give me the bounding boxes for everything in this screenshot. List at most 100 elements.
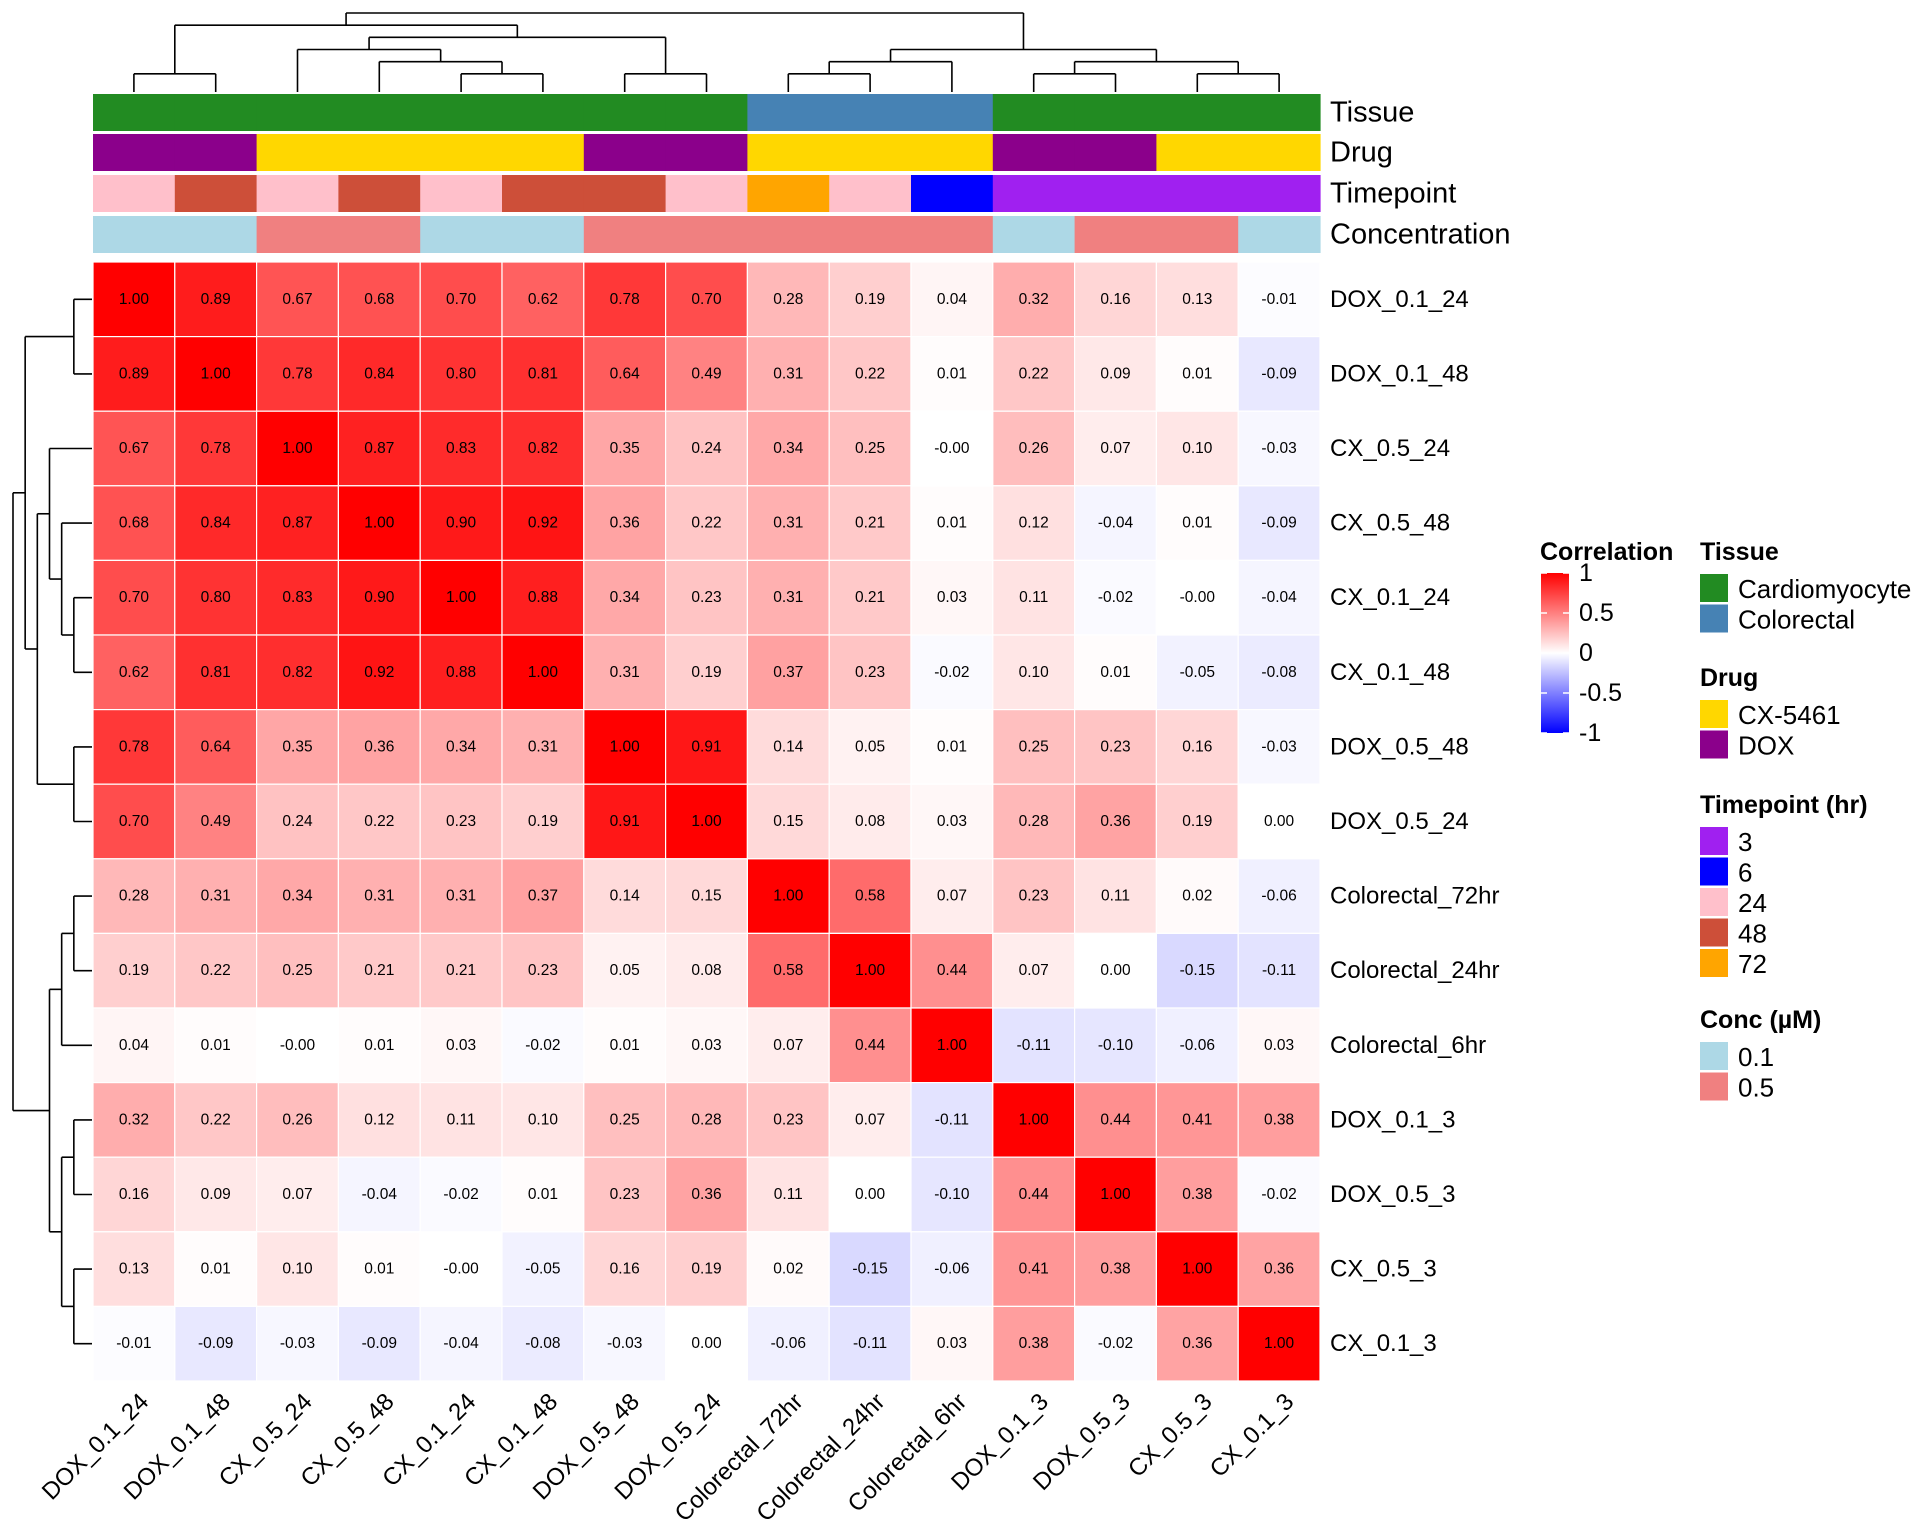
heatmap-cell [419,783,503,860]
cell-value-label: 1.00 [1019,1111,1050,1128]
heatmap-cell [828,858,912,934]
cell-value-label: 0.08 [855,813,885,830]
heatmap-cell [92,559,176,636]
cell-value-label: 0.22 [201,962,231,979]
cell-value-label: 0.03 [446,1037,476,1054]
cell-value-label: 0.23 [446,813,476,830]
cell-value-label: 0.14 [773,738,804,755]
cell-value-label: 0.87 [364,440,394,457]
heatmap-cell [174,1081,258,1158]
heatmap-cells: 1.00 0.89 0.67 0.68 0.70 0.62 0.78 0.70 0.28 0.19… [92,261,1321,1382]
annotation-cell [502,175,585,212]
heatmap-cell [174,932,258,1009]
heatmap-cell [1155,858,1239,934]
cell-value-label: 0.28 [1019,813,1049,830]
annotation-cell [1156,175,1239,212]
heatmap-cell [828,336,912,412]
cell-value-label: 0.01 [1182,515,1212,532]
cell-value-label: 0.21 [855,589,885,606]
heatmap-cell [1237,783,1321,860]
colorbar-tick-label: 1 [1579,559,1593,587]
cell-value-label: 0.14 [610,888,641,905]
heatmap-cell [1073,485,1157,561]
annotation-cell [420,94,503,131]
heatmap-cell [1237,1305,1321,1382]
cell-value-label: 0.19 [691,664,721,681]
heatmap-cell [664,1007,748,1084]
cell-value-label: 0.28 [691,1111,721,1128]
heatmap-cell [1073,932,1157,1009]
cell-value-label: -0.10 [934,1186,970,1203]
cell-value-label: 0.88 [528,589,558,606]
cell-value-label: 0.38 [1019,1335,1049,1352]
legend-item-label: Cardiomyocyte [1738,574,1911,604]
cell-value-label: 0.31 [773,589,803,606]
heatmap-cell [992,1231,1076,1308]
annotation-cell [1156,94,1239,131]
heatmap-cell [910,1081,994,1158]
heatmap-cell [664,559,748,636]
annotation-cell [174,216,258,253]
heatmap-cell [419,410,503,487]
heatmap-cell [664,1305,748,1382]
row-label: CX_0.1_48 [1330,659,1450,686]
cell-value-label: 0.00 [1264,813,1295,830]
heatmap-cell [664,485,748,561]
cell-value-label: 0.11 [447,1111,476,1128]
legend-swatch [1700,574,1728,602]
heatmap-cell [92,783,176,860]
cell-value-label: 0.78 [282,365,312,382]
cell-value-label: 0.62 [528,291,558,308]
cell-value-label: -0.04 [1261,589,1297,606]
annotation-cell [93,216,176,253]
cell-value-label: 0.23 [1019,888,1049,905]
row-label: DOX_0.5_3 [1330,1181,1455,1208]
annotation-cell [665,175,748,212]
annotation-cell [1156,134,1239,171]
cell-value-label: 0.68 [119,515,149,532]
heatmap-cell [1237,261,1321,338]
cell-value-label: -0.03 [1261,440,1296,457]
heatmap-cell [419,1305,503,1382]
cell-value-label: 0.31 [528,738,558,755]
annotation-cell [93,134,176,171]
cell-value-label: 0.38 [1264,1111,1294,1128]
heatmap-cell [1073,410,1157,487]
heatmap-cell [1155,336,1239,412]
heatmap-cell [746,1007,830,1084]
heatmap-cell [1237,1007,1321,1084]
cell-value-label: 1.00 [528,664,559,681]
annotation-cell [992,134,1076,171]
legend-swatch [1700,827,1728,855]
cell-value-label: 0.58 [855,888,885,905]
heatmap-cell [828,261,912,338]
cell-value-label: 0.70 [119,813,150,830]
annotation-cell [911,94,994,131]
heatmap-cell [256,932,340,1009]
heatmap-cell [501,559,585,636]
cell-value-label: 0.11 [774,1186,803,1203]
cell-value-label: 0.16 [119,1186,149,1203]
cell-value-label: -0.00 [934,440,970,457]
annotation-cell [911,134,994,171]
heatmap-cell [1155,261,1239,338]
heatmap-cell [583,1007,667,1084]
heatmap-cell [337,932,421,1009]
annotation-cell [1238,134,1321,171]
annotation-cell [992,175,1076,212]
heatmap-cell [256,336,340,412]
column-label: CX_0.5_3 [1123,1388,1218,1483]
cell-value-label: 0.92 [364,664,394,681]
colorbar-tick-label: 0.5 [1579,599,1614,627]
cell-value-label: -0.01 [116,1335,151,1352]
cell-value-label: 0.25 [610,1111,640,1128]
cell-value-label: -0.04 [1098,515,1134,532]
annotation-cell [338,134,421,171]
cell-value-label: 0.16 [1100,291,1130,308]
cell-value-label: 0.13 [119,1261,149,1278]
heatmap-cell [501,1156,585,1233]
cell-value-label: 0.11 [1101,888,1130,905]
heatmap-cell [174,1305,258,1382]
heatmap-cell [1155,410,1239,487]
legend-item-label: CX-5461 [1738,700,1841,730]
